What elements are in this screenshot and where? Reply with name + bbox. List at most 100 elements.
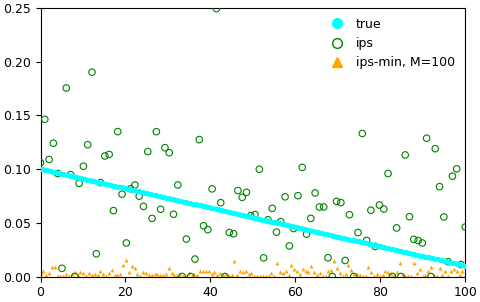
true — [299, 226, 307, 231]
ips — [320, 204, 327, 209]
ips-min, M=100 — [421, 273, 429, 278]
true — [67, 173, 74, 178]
true — [383, 245, 390, 250]
ips-min, M=100 — [361, 274, 369, 278]
ips-min, M=100 — [88, 273, 96, 278]
ips — [45, 157, 53, 162]
ips-min, M=100 — [45, 271, 53, 276]
ips-min, M=100 — [253, 274, 261, 278]
ips — [242, 190, 250, 195]
true — [363, 241, 371, 246]
ips-min, M=100 — [179, 273, 187, 278]
ips-min, M=100 — [57, 273, 64, 278]
ips — [372, 244, 379, 249]
true — [56, 171, 63, 176]
true — [225, 209, 232, 214]
true — [205, 205, 213, 210]
true — [135, 189, 143, 194]
true — [173, 198, 181, 203]
true — [453, 262, 461, 266]
true — [434, 257, 442, 262]
true — [150, 192, 157, 197]
true — [49, 169, 57, 174]
true — [105, 182, 113, 187]
true — [312, 229, 320, 234]
true — [233, 211, 241, 216]
true — [75, 175, 83, 180]
ips-min, M=100 — [108, 268, 116, 272]
ips-min, M=100 — [382, 268, 389, 273]
ips-min, M=100 — [393, 270, 401, 275]
ips-min, M=100 — [427, 264, 435, 269]
true — [107, 183, 115, 188]
ips-min, M=100 — [182, 273, 190, 278]
true — [340, 236, 348, 240]
true — [86, 178, 94, 183]
true — [207, 205, 215, 210]
ips — [440, 214, 448, 219]
ips-min, M=100 — [302, 268, 310, 273]
true — [250, 215, 258, 220]
ips-min, M=100 — [387, 271, 395, 276]
ips-min, M=100 — [236, 269, 244, 274]
ips — [401, 153, 409, 157]
ips-min, M=100 — [230, 259, 238, 264]
ips — [234, 188, 242, 193]
true — [241, 213, 249, 218]
ips — [187, 274, 194, 279]
ips-min, M=100 — [399, 271, 407, 276]
ips-min, M=100 — [293, 268, 301, 273]
ips-min, M=100 — [267, 271, 275, 275]
ips-min, M=100 — [51, 264, 59, 269]
true — [267, 219, 275, 224]
ips — [388, 274, 396, 279]
true — [148, 192, 156, 197]
true — [237, 212, 245, 217]
ips-min, M=100 — [199, 268, 207, 273]
true — [141, 191, 149, 195]
ips-min, M=100 — [91, 272, 98, 277]
true — [88, 178, 96, 183]
ips-min, M=100 — [48, 265, 56, 269]
true — [308, 228, 315, 233]
true — [178, 199, 185, 204]
ips — [153, 129, 160, 134]
ips-min, M=100 — [228, 273, 235, 278]
true — [370, 243, 377, 247]
ips-min, M=100 — [117, 272, 124, 277]
true — [444, 259, 452, 264]
true — [374, 243, 382, 248]
ips-min, M=100 — [416, 266, 423, 271]
ips — [161, 145, 169, 150]
ips-min, M=100 — [165, 266, 173, 271]
ips-min, M=100 — [436, 265, 444, 270]
ips-min, M=100 — [342, 271, 349, 276]
ips-min, M=100 — [442, 268, 449, 273]
true — [331, 234, 339, 239]
true — [214, 207, 221, 212]
true — [287, 223, 294, 228]
true — [192, 202, 200, 207]
true — [348, 238, 356, 243]
true — [45, 169, 53, 173]
ips — [182, 237, 190, 242]
true — [353, 239, 360, 243]
true — [274, 220, 281, 225]
ips-min, M=100 — [82, 274, 90, 279]
ips-min, M=100 — [154, 271, 161, 276]
ips-min, M=100 — [102, 273, 110, 278]
ips-min, M=100 — [330, 259, 338, 264]
true — [122, 186, 130, 191]
ips — [277, 219, 285, 224]
ips — [268, 206, 276, 211]
true — [175, 198, 183, 203]
true — [52, 170, 60, 175]
true — [43, 168, 51, 173]
ips-min, M=100 — [105, 271, 113, 275]
ips-min, M=100 — [402, 274, 409, 279]
ips — [41, 117, 48, 122]
true — [329, 233, 337, 238]
true — [412, 252, 420, 257]
true — [397, 249, 405, 254]
ips-min, M=100 — [208, 272, 216, 277]
